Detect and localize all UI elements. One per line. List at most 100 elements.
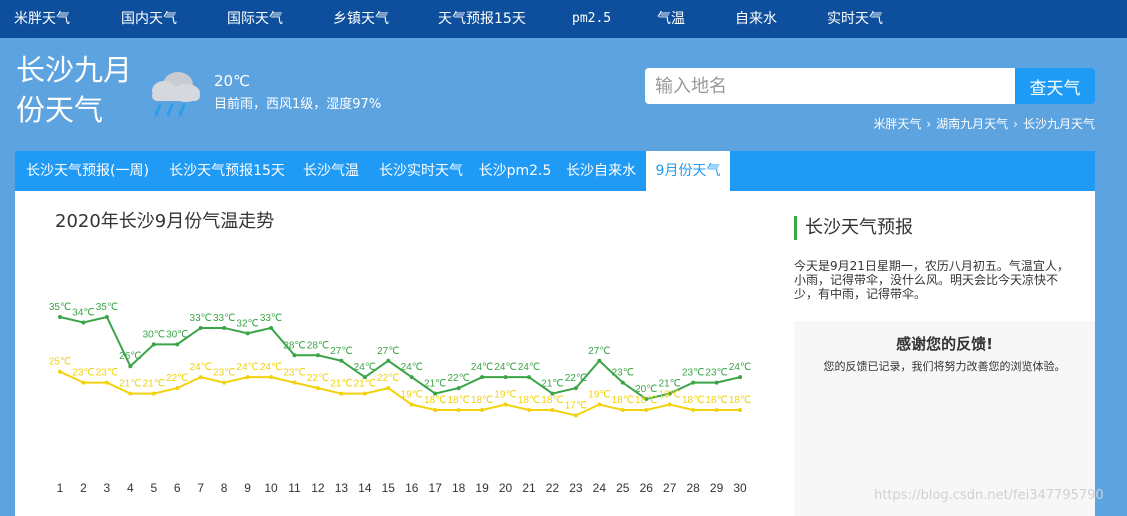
data-point-low[interactable]: [597, 402, 602, 407]
page-title: 长沙九月份天气: [16, 53, 133, 127]
data-point-high[interactable]: [269, 325, 274, 330]
data-point-low[interactable]: [503, 402, 508, 407]
data-point-low[interactable]: [81, 380, 86, 385]
data-label-low: 24℃: [260, 362, 282, 373]
x-tick-label: 20: [499, 481, 513, 495]
data-point-high[interactable]: [644, 397, 649, 402]
breadcrumb-current[interactable]: 长沙九月天气: [1022, 117, 1095, 131]
nav-tap-water[interactable]: 自来水: [735, 11, 777, 27]
data-point-low[interactable]: [198, 375, 203, 380]
data-point-low[interactable]: [409, 402, 414, 407]
tab-temperature[interactable]: 长沙气温: [303, 163, 359, 179]
nav-international-weather[interactable]: 国际天气: [227, 11, 283, 27]
data-point-high[interactable]: [175, 342, 180, 347]
tab-pm25[interactable]: 长沙pm2.5: [478, 163, 552, 179]
data-point-high[interactable]: [198, 325, 203, 330]
data-point-high[interactable]: [409, 375, 414, 380]
data-point-high[interactable]: [339, 358, 344, 363]
data-point-high[interactable]: [714, 380, 719, 385]
data-point-low[interactable]: [151, 391, 156, 396]
data-point-low[interactable]: [433, 407, 438, 412]
nav-town-weather[interactable]: 乡镇天气: [333, 11, 389, 27]
data-point-low[interactable]: [667, 402, 672, 407]
nav-mipang-weather[interactable]: 米胖天气: [14, 11, 70, 27]
data-label-high: 23℃: [682, 368, 704, 379]
x-tick-label: 1: [57, 481, 64, 495]
data-point-low[interactable]: [128, 391, 133, 396]
nav-domestic-weather[interactable]: 国内天气: [121, 11, 177, 27]
data-point-low[interactable]: [714, 407, 719, 412]
breadcrumb-home[interactable]: 米胖天气: [873, 117, 922, 131]
data-point-low[interactable]: [175, 386, 180, 391]
tab-september-weather[interactable]: 9月份天气: [646, 151, 730, 191]
current-condition: 目前雨，西风1级，湿度97%: [214, 97, 382, 112]
data-label-high: 33℃: [190, 313, 212, 324]
feedback-panel: 感谢您的反馈! 您的反馈已记录，我们将努力改善您的浏览体验。: [794, 321, 1095, 516]
data-point-high[interactable]: [738, 375, 743, 380]
data-point-low[interactable]: [527, 407, 531, 412]
nav-15day-forecast[interactable]: 天气预报15天: [438, 11, 526, 27]
data-point-high[interactable]: [433, 391, 438, 396]
nav-temperature[interactable]: 气温: [657, 11, 685, 27]
data-label-low: 22℃: [307, 373, 329, 384]
tab-tap-water[interactable]: 长沙自来水: [566, 163, 636, 179]
data-point-high[interactable]: [691, 380, 696, 385]
data-point-high[interactable]: [573, 386, 578, 391]
data-point-high[interactable]: [667, 391, 672, 396]
data-point-high[interactable]: [597, 358, 602, 363]
data-point-low[interactable]: [362, 391, 367, 396]
data-point-low[interactable]: [644, 407, 649, 412]
data-point-low[interactable]: [269, 375, 274, 380]
data-label-high: 28℃: [307, 340, 329, 351]
x-tick-label: 30: [733, 481, 747, 495]
data-point-high[interactable]: [315, 353, 320, 358]
data-label-low: 18℃: [541, 395, 563, 406]
data-point-high[interactable]: [480, 375, 485, 380]
series-line-high: [59, 315, 741, 401]
data-point-low[interactable]: [222, 380, 227, 385]
data-point-high[interactable]: [128, 364, 133, 369]
data-point-low[interactable]: [691, 407, 696, 412]
data-point-low[interactable]: [245, 375, 250, 380]
tab-15day-forecast[interactable]: 长沙天气预报15天: [169, 163, 285, 179]
breadcrumb-province[interactable]: 湖南九月天气: [936, 117, 1009, 131]
data-point-high[interactable]: [503, 375, 508, 380]
data-point-high[interactable]: [58, 315, 62, 319]
nav-pm25[interactable]: pm2.5: [572, 11, 612, 26]
data-point-low[interactable]: [573, 413, 578, 418]
data-label-low: 18℃: [682, 395, 704, 406]
data-point-high[interactable]: [620, 380, 625, 385]
data-point-high[interactable]: [550, 391, 555, 396]
search-weather-button[interactable]: 查天气: [1015, 68, 1095, 104]
data-point-high[interactable]: [151, 342, 156, 347]
data-point-high[interactable]: [362, 375, 367, 380]
data-point-low[interactable]: [456, 407, 461, 412]
data-point-low[interactable]: [620, 407, 625, 412]
data-point-low[interactable]: [386, 386, 391, 391]
data-point-high[interactable]: [245, 331, 250, 336]
data-point-low[interactable]: [315, 386, 320, 391]
x-tick-label: 15: [382, 481, 396, 495]
data-point-low[interactable]: [738, 407, 743, 412]
data-point-high[interactable]: [81, 320, 86, 325]
data-point-low[interactable]: [58, 369, 62, 374]
data-point-high[interactable]: [527, 375, 531, 380]
data-point-high[interactable]: [292, 353, 297, 358]
city-search-input[interactable]: [645, 68, 1016, 104]
data-point-low[interactable]: [104, 380, 109, 385]
x-tick-label: 10: [264, 481, 278, 495]
tab-realtime[interactable]: 长沙实时天气: [379, 163, 463, 179]
data-point-high[interactable]: [456, 386, 461, 391]
data-point-low[interactable]: [339, 391, 344, 396]
data-point-low[interactable]: [480, 407, 485, 412]
data-point-low[interactable]: [550, 407, 555, 412]
data-point-low[interactable]: [292, 380, 297, 385]
data-label-low: 21℃: [330, 379, 352, 390]
x-tick-label: 16: [405, 481, 419, 495]
tab-week-forecast[interactable]: 长沙天气预报(一周): [26, 163, 149, 179]
data-label-high: 24℃: [518, 362, 540, 373]
data-point-high[interactable]: [104, 315, 109, 319]
nav-realtime-weather[interactable]: 实时天气: [827, 11, 883, 27]
data-point-high[interactable]: [386, 358, 391, 363]
data-point-high[interactable]: [222, 325, 227, 330]
